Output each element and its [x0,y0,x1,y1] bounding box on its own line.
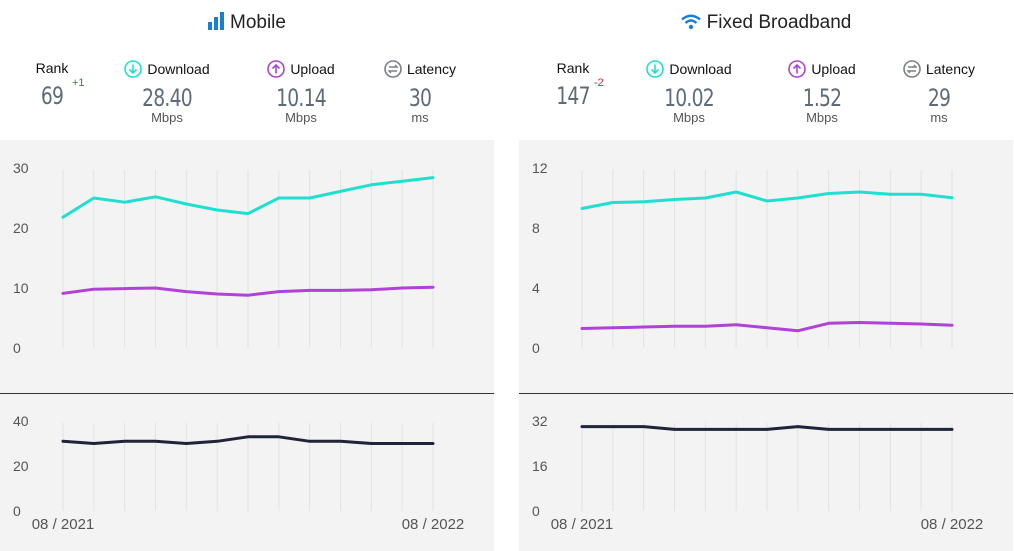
rank-value: 69 [40,82,64,110]
y-tick-label: 12 [532,160,548,176]
latency-value: 30 [408,84,432,112]
download-series-line [61,176,435,219]
x-tick-label: 08 / 2022 [402,516,465,533]
mobile-upload-stat: Upload 10.14 Mbps [256,60,346,125]
download-label-text: Download [669,61,732,77]
rank-label: Rank [556,60,590,76]
latency-icon [384,60,402,78]
y-tick-label: 30 [13,160,29,176]
y-tick-label: 32 [532,413,548,429]
y-tick-label: 0 [532,340,540,356]
chart-divider [0,393,494,394]
y-tick-label: 40 [13,413,29,429]
upload-label-text: Upload [811,61,856,77]
x-tick-label: 08 / 2022 [921,516,984,533]
upload-icon [788,60,807,78]
download-value: 28.40 [142,84,192,112]
mobile-download-stat: Download 28.40 Mbps [112,60,222,125]
upload-label: Upload [256,60,346,78]
mobile-latency-stat: Latency 30 ms [378,60,462,125]
fixed-charts: 0 4 8 12 0 16 32 08 / 2021 08 / 2022 [532,160,984,533]
rank-change: +1 [72,77,85,89]
latency-label-text: Latency [925,61,976,77]
download-icon [646,60,665,78]
chart-divider [519,393,1013,394]
signal-bars-icon [208,12,224,30]
upload-unit: Mbps [285,110,317,125]
upload-label: Upload [777,60,867,78]
mobile-title: Mobile [0,12,494,34]
wifi-icon [680,14,701,30]
latency-label: Latency [378,60,462,78]
fixed-latency-stat: Latency 29 ms [897,60,981,125]
fixed-broadband-panel: Fixed Broadband Rank 147 -2 Download 10.… [519,0,1013,551]
upload-label-text: Upload [290,61,335,77]
fixed-title-text: Fixed Broadband [706,12,852,33]
y-tick-label: 0 [13,503,21,519]
latency-unit: ms [930,110,948,125]
download-unit: Mbps [151,110,183,125]
y-tick-label: 10 [13,280,29,296]
upload-value: 10.14 [276,84,326,112]
rank-label: Rank [35,60,69,76]
upload-icon [267,60,286,78]
y-tick-label: 8 [532,220,540,236]
y-tick-label: 0 [532,503,540,519]
fixed-download-stat: Download 10.02 Mbps [634,60,744,125]
download-series-line [580,190,954,210]
panel-gutter [494,0,519,551]
upload-series-line [580,321,954,333]
y-tick-label: 16 [532,458,548,474]
y-tick-label: 0 [13,340,21,356]
mobile-header: Mobile Rank 69 +1 Download 28.40 Mbps Up… [0,0,494,140]
y-tick-label: 20 [13,220,29,236]
latency-value: 29 [927,84,951,112]
mobile-panel: Mobile Rank 69 +1 Download 28.40 Mbps Up… [0,0,494,551]
fixed-header: Fixed Broadband Rank 147 -2 Download 10.… [519,0,1013,140]
rank-value: 147 [556,82,590,110]
y-tick-label: 4 [532,280,540,296]
mobile-title-text: Mobile [230,12,286,33]
fixed-title: Fixed Broadband [519,12,1013,34]
x-tick-label: 08 / 2021 [551,516,614,533]
latency-series-line [61,435,435,445]
fixed-upload-stat: Upload 1.52 Mbps [777,60,867,125]
mobile-charts: 0 10 20 30 0 20 40 08 / 2021 08 / 2022 [13,160,465,533]
upload-series-line [61,285,435,297]
latency-unit: ms [411,110,429,125]
download-label: Download [634,60,744,78]
upload-unit: Mbps [806,110,838,125]
download-icon [124,60,143,78]
latency-icon [903,60,921,78]
latency-series-line [580,425,954,431]
latency-label: Latency [897,60,981,78]
download-value: 10.02 [664,84,714,112]
y-tick-label: 20 [13,458,29,474]
rank-change: -2 [594,77,604,89]
download-label: Download [112,60,222,78]
upload-value: 1.52 [802,84,842,112]
latency-label-text: Latency [406,61,457,77]
download-label-text: Download [147,61,210,77]
mobile-rank-stat: Rank 69 [30,60,74,110]
download-unit: Mbps [673,110,705,125]
fixed-rank-stat: Rank 147 [549,60,597,110]
x-tick-label: 08 / 2021 [32,516,95,533]
